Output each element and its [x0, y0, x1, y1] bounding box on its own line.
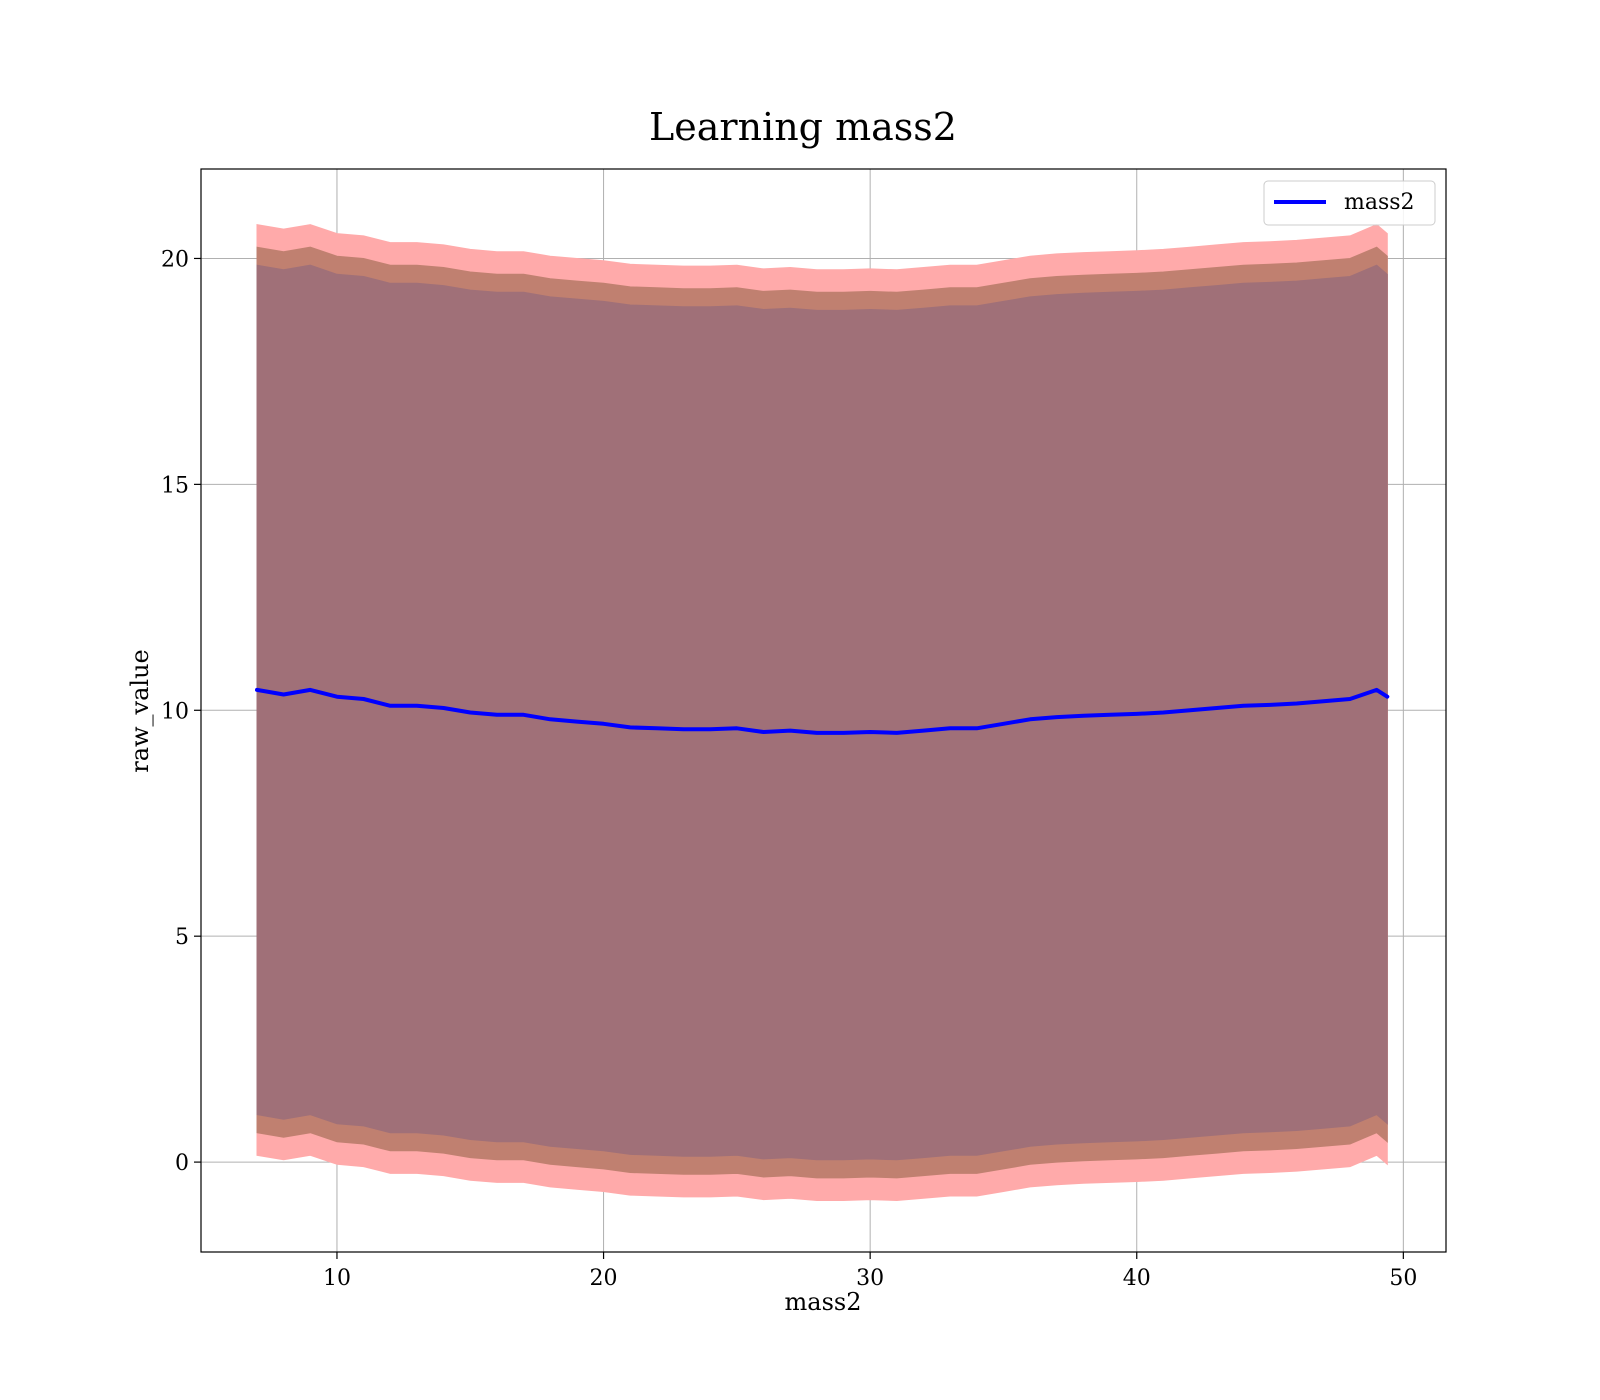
confidence-bands — [256, 224, 1388, 1202]
x-axis-ticks: 10 20 30 40 50 — [323, 1252, 1417, 1291]
x-tick-label-2: 30 — [856, 1266, 884, 1291]
x-tick-label-3: 40 — [1123, 1266, 1151, 1291]
x-tick-label-0: 10 — [323, 1266, 351, 1291]
legend-box — [1263, 180, 1436, 226]
y-tick-label-4: 20 — [161, 247, 189, 272]
y-axis-ticks: 0 5 10 15 20 — [161, 247, 201, 1176]
legend-label-mass2: mass2 — [1344, 190, 1415, 215]
y-tick-label-3: 15 — [161, 473, 189, 498]
chart-title: Learning mass2 — [649, 105, 957, 149]
y-tick-label-2: 10 — [161, 699, 189, 724]
x-tick-label-4: 50 — [1389, 1266, 1417, 1291]
x-axis-label: mass2 — [785, 1288, 862, 1316]
series-lines — [255, 687, 1390, 735]
x-tick-label-1: 20 — [590, 1266, 618, 1291]
series-line-mass2 — [255, 687, 1390, 735]
y-axis-label: raw_value — [126, 649, 154, 773]
y-tick-label-0: 0 — [175, 1151, 189, 1176]
y-tick-label-1: 5 — [175, 925, 189, 950]
band-2 — [256, 264, 1388, 1161]
legend: mass2 — [1263, 180, 1436, 226]
